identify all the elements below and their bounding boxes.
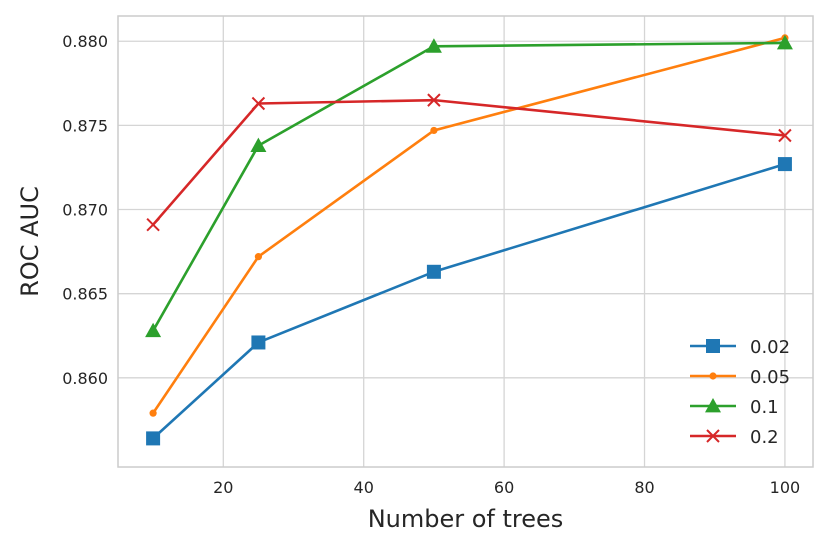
plot-frame <box>117 15 814 468</box>
legend-item: 0.2 <box>690 427 779 448</box>
y-tick-label: 0.875 <box>62 116 108 135</box>
series-line <box>151 41 785 332</box>
series-line <box>152 98 786 226</box>
circle-marker <box>430 126 438 135</box>
series-group <box>145 34 793 446</box>
triangle-marker <box>705 398 721 413</box>
y-tick-labels: 0.860 0.865 0.870 0.875 0.880 <box>62 32 108 388</box>
circle-marker <box>149 409 157 417</box>
legend-item: 0.02 <box>690 337 790 358</box>
x-marker <box>427 93 441 107</box>
square-marker <box>777 157 792 172</box>
triangle-marker <box>145 322 162 338</box>
x-axis-label: Number of trees <box>368 505 564 533</box>
series-0.1 <box>145 34 793 338</box>
legend-item: 0.1 <box>690 397 779 418</box>
legend-label: 0.1 <box>750 397 779 418</box>
x-marker <box>706 429 720 443</box>
x-marker <box>778 128 792 143</box>
legend-label: 0.02 <box>750 337 790 358</box>
triangle-marker <box>425 38 442 53</box>
series-0.02 <box>146 157 792 446</box>
series-0.05 <box>149 34 789 417</box>
y-axis-label: ROC AUC <box>16 186 44 297</box>
circle-marker <box>709 372 717 380</box>
x-tick-label: 40 <box>354 478 374 497</box>
series-0.2 <box>146 93 792 232</box>
x-tick-label: 80 <box>634 478 654 497</box>
legend-label: 0.05 <box>750 367 790 388</box>
x-tick-label: 20 <box>213 478 233 497</box>
y-tick-label: 0.865 <box>62 285 108 304</box>
x-tick-label: 60 <box>494 478 514 497</box>
legend-label: 0.2 <box>750 427 779 448</box>
y-tick-label: 0.880 <box>62 32 108 51</box>
series-line <box>152 36 786 414</box>
series-line <box>152 162 786 440</box>
x-tick-labels: 20 40 60 80 100 <box>213 478 800 497</box>
x-tick-label: 100 <box>770 478 801 497</box>
square-marker <box>251 335 266 350</box>
y-tick-label: 0.870 <box>62 201 108 220</box>
legend-item: 0.05 <box>690 367 790 388</box>
x-marker <box>251 96 266 111</box>
square-marker <box>146 431 161 446</box>
circle-marker <box>254 253 263 261</box>
square-marker <box>426 264 441 279</box>
legend: 0.02 0.05 0.1 0.2 <box>690 337 790 448</box>
x-marker <box>146 217 160 232</box>
triangle-marker <box>776 34 793 50</box>
triangle-marker <box>250 137 267 152</box>
square-marker <box>706 339 720 353</box>
y-tick-label: 0.860 <box>62 369 108 388</box>
